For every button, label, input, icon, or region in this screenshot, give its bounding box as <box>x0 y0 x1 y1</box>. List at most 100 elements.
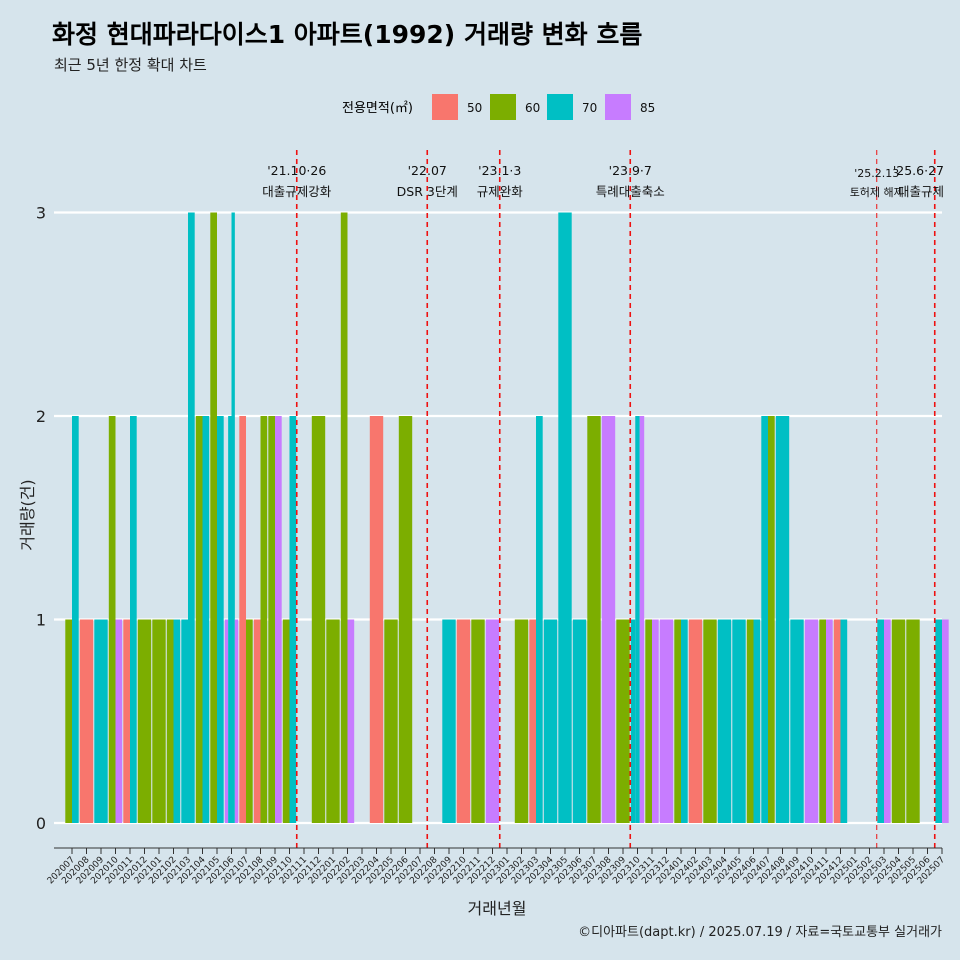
bar <box>289 416 297 823</box>
legend-label-50: 50 <box>467 101 482 115</box>
legend-label-85: 85 <box>640 101 655 115</box>
event-desc-label: 대출규제강화 <box>262 184 332 199</box>
bar <box>253 619 261 823</box>
legend-swatch-50 <box>432 94 458 120</box>
legend-label-60: 60 <box>525 101 540 115</box>
bar <box>188 212 195 823</box>
bar <box>166 619 174 823</box>
legend-label-70: 70 <box>582 101 597 115</box>
bar <box>195 416 203 823</box>
bar <box>753 619 761 823</box>
bar <box>717 619 732 823</box>
bar <box>311 416 326 823</box>
bar <box>543 619 558 823</box>
bar <box>840 619 848 823</box>
bar <box>442 619 456 823</box>
bar <box>210 212 217 823</box>
bar <box>703 619 717 823</box>
bar <box>65 619 72 823</box>
event-date-label: '25.2.13 <box>854 167 899 180</box>
bar <box>768 416 775 823</box>
bar <box>884 619 891 823</box>
chart-subtitle: 최근 5년 한정 확대 차트 <box>54 56 207 74</box>
bar <box>398 416 413 823</box>
bar <box>282 619 290 823</box>
bar <box>456 619 471 823</box>
bar <box>732 619 746 823</box>
bar <box>652 619 659 823</box>
event-desc-label: 규제완화 <box>477 184 524 199</box>
bar <box>819 619 826 823</box>
event-date-label: '22.07 <box>408 163 447 178</box>
legend-swatch-85 <box>605 94 631 120</box>
legend-title: 전용면적(㎡) <box>342 101 413 116</box>
bar <box>906 619 920 823</box>
bar <box>202 416 210 823</box>
bar <box>826 619 833 823</box>
bar <box>224 619 229 823</box>
bar <box>485 619 500 823</box>
bar <box>942 619 949 823</box>
bar <box>681 619 688 823</box>
bar <box>123 619 130 823</box>
bar <box>558 212 572 823</box>
chart-title: 화정 현대파라다이스1 아파트(1992) 거래량 변화 흐름 <box>52 20 642 49</box>
bar <box>137 619 152 823</box>
bar <box>746 619 754 823</box>
bar <box>369 416 384 823</box>
legend-swatch-60 <box>490 94 516 120</box>
bar <box>587 416 601 823</box>
bar <box>260 416 268 823</box>
y-tick-label: 1 <box>36 611 46 630</box>
bar <box>173 619 181 823</box>
bar <box>514 619 529 823</box>
bar <box>639 416 645 823</box>
legend: 전용면적(㎡) 50 60 70 85 <box>342 94 655 120</box>
legend-swatch-70 <box>547 94 573 120</box>
event-desc-label: 토허제 해제 <box>850 185 904 199</box>
bar <box>775 416 790 823</box>
bar <box>601 416 616 823</box>
caption: ©디아파트(dapt.kr) / 2025.07.19 / 자료=국토교통부 실… <box>578 925 942 940</box>
bar <box>268 416 275 823</box>
bar <box>228 416 232 823</box>
event-date-label: '21.10·26 <box>267 163 326 178</box>
bar <box>108 416 116 823</box>
bar <box>645 619 652 823</box>
bar <box>761 416 768 823</box>
event-date-label: '23.1·3 <box>478 163 521 178</box>
bar <box>217 416 224 823</box>
bar <box>635 416 640 823</box>
bar <box>275 416 282 823</box>
bar <box>572 619 587 823</box>
event-desc-label: 특례대출축소 <box>596 184 665 199</box>
y-tick-label: 0 <box>36 814 46 833</box>
bar <box>471 619 485 823</box>
event-desc-label: 대출규제 <box>898 184 944 199</box>
bar <box>384 619 398 823</box>
event-desc-label: DSR 3단계 <box>397 184 458 199</box>
event-date-label: '23.9·7 <box>609 163 652 178</box>
bar <box>340 212 348 823</box>
bar <box>833 619 841 823</box>
event-date-label: '25.6·27 <box>893 163 944 178</box>
bar <box>231 212 235 823</box>
bar <box>130 416 137 823</box>
bar <box>630 619 636 823</box>
bar <box>72 416 79 823</box>
bar <box>234 619 239 823</box>
y-tick-label: 2 <box>36 407 46 426</box>
bar <box>804 619 819 823</box>
bar <box>536 416 543 823</box>
bar <box>347 619 355 823</box>
bar <box>181 619 188 823</box>
y-tick-label: 3 <box>36 204 46 223</box>
y-axis-label: 거래량(건) <box>18 479 37 550</box>
x-axis-label: 거래년월 <box>468 899 527 918</box>
bar <box>529 619 536 823</box>
bar <box>616 619 630 823</box>
bar <box>688 619 703 823</box>
bar <box>935 619 942 823</box>
bar <box>891 619 906 823</box>
